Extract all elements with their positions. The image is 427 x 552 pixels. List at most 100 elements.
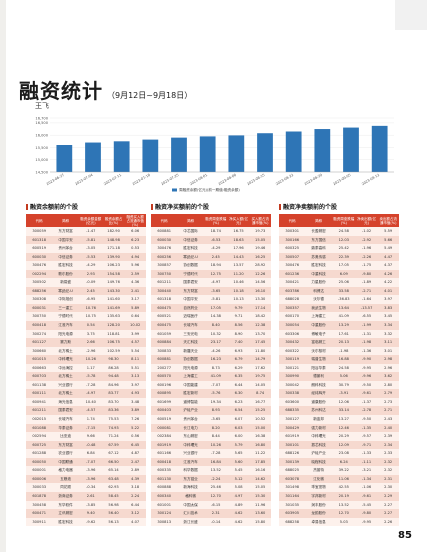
table-cell: 18.74 <box>210 229 221 233</box>
table-row: 600050 中国联通 -7.07 66.50 2.47 <box>26 457 146 467</box>
table-net-sell: 融资净卖额前的个股 代码 简称 融资周涨跌幅(%) 净卖出额(亿元) 卖出额占流… <box>279 204 399 527</box>
table-row: 300127 新宙邦 13.27 -9.50 2.43 <box>279 415 399 424</box>
table-cell: 胜宏新材 <box>183 391 198 396</box>
table-cell: 141.69 <box>107 305 120 310</box>
table-cell: -1.64 <box>361 297 372 302</box>
table-cell: 德景利 <box>313 374 324 379</box>
table-cell: 11.80 <box>255 348 266 353</box>
table-cell: 国泰君安 <box>183 280 198 285</box>
table-cell: 688335 <box>285 408 300 413</box>
table-row: 600030 中信证券 -5.53 139.90 4.94 <box>26 252 146 262</box>
y-tick-label: 14,500 <box>35 170 48 174</box>
table-cell: 603306 <box>285 331 300 336</box>
table-cell: 5.66 <box>384 237 393 242</box>
table-cell: 601318 <box>157 297 172 302</box>
table-cell: 2.31 <box>384 476 393 481</box>
table-row: 300166 东方国信 12.03 -2.92 5.66 <box>279 235 399 245</box>
table-cell: 300054 <box>285 323 300 328</box>
table-cell: 600006 <box>32 476 47 481</box>
table-row: 601236 中重科技 6.09 -9.80 4.26 <box>279 269 399 279</box>
table-cell: 56.40 <box>108 511 119 516</box>
table-cell: 301035 <box>285 502 300 507</box>
x-tick-label: 2023-08-01 <box>189 173 208 186</box>
table-cell: 171.18 <box>107 246 120 251</box>
table-cell: 84.96 <box>108 382 119 387</box>
table-cell: 154.58 <box>107 271 120 276</box>
table-cell: 12.06 <box>338 399 349 404</box>
table-cell: 3.89 <box>131 408 140 413</box>
table-cell: 600941 <box>32 399 47 404</box>
table-cell: 龙韵股份 <box>311 511 326 516</box>
table-cell: -1.96 <box>361 246 372 251</box>
table-cell: 天汇科技 <box>183 340 198 345</box>
table-cell: -13.57 <box>360 305 373 310</box>
table-row: 600475 自然药业 17.05 9.79 17.14 <box>151 303 271 313</box>
table-cell: -1.98 <box>361 340 372 345</box>
table-cell: 润丰股份 <box>311 502 326 507</box>
table-cell: 赛力斯 <box>60 340 71 345</box>
table-cell: -9.61 <box>361 391 372 396</box>
y-tick-label: 16,000 <box>35 133 48 137</box>
table-cell: 16.84 <box>210 459 221 464</box>
table-cell: 新疆天业 <box>183 348 198 353</box>
table-cell: 中国太保 <box>183 502 198 507</box>
table-row: 688126 沪硅产业 23.08 -1.33 2.33 <box>279 449 399 458</box>
table-row: 600111 北方稀土 -4.97 83.77 4.93 <box>26 389 146 398</box>
table-cell: 601919 <box>157 442 172 447</box>
table-cell: 协创数据 <box>183 263 198 268</box>
table-cell: 新易盛 <box>60 280 71 285</box>
table-row: 002594 比亚迪 9.66 71.24 0.56 <box>26 432 146 441</box>
table-row: 300421 力星股份 25.06 -1.89 4.22 <box>279 278 399 287</box>
table-cell: 16.80 <box>255 442 266 447</box>
table-row: 600256 寒武纪-U 2.45 14.43 16.25 <box>151 252 271 262</box>
table-cell: -6.15 <box>211 502 221 507</box>
bar <box>199 136 216 172</box>
table-cell: 182.90 <box>107 229 120 233</box>
table-cell: 0.56 <box>131 434 140 439</box>
table-cell: 17.96 <box>233 246 244 251</box>
table-cell: -3.65 <box>211 288 221 293</box>
table-cell: 17.45 <box>255 340 266 345</box>
table-cell: 迈瑞医疗 <box>183 314 198 319</box>
table-cell: 16.75 <box>233 229 244 233</box>
table-row: 600335 科华数据 13.52 5.45 16.16 <box>151 466 271 475</box>
table-row: 601127 赛力斯 2.66 106.75 4.57 <box>26 338 146 347</box>
table-cell: -1.37 <box>361 399 372 404</box>
table-cell: 300507 <box>285 254 300 259</box>
table-cell: 3.32 <box>384 331 393 336</box>
table-cell: 6.29 <box>234 365 243 370</box>
table-cell: 11.20 <box>233 271 244 276</box>
table-cell: 300476 <box>32 263 47 268</box>
table-cell: 道博智能 <box>183 399 198 404</box>
table-cell: 17.61 <box>338 331 349 336</box>
table-cell: 002594 <box>32 434 47 439</box>
table-cell: 601211 <box>32 408 47 413</box>
table-cell: 20.29 <box>338 434 349 439</box>
x-tick-label: 2023-08-29 <box>304 173 323 186</box>
table-cell: 科华数据 <box>183 468 198 473</box>
table-cell: 兴业银行 <box>58 382 73 387</box>
table-cell: -5.78 <box>86 374 96 379</box>
table-row: 601288 农业银行 6.84 67.12 4.87 <box>26 449 146 458</box>
table-cell: 30.79 <box>338 382 349 387</box>
table-row: 301164 宇邦新材 20.19 -9.61 2.29 <box>279 491 399 501</box>
table-cell: -1.11 <box>361 459 372 464</box>
table-row: 688335 苏州科达 33.14 -2.78 2.71 <box>279 406 399 416</box>
table-row: 688025 杰普特 39.22 -3.21 2.32 <box>279 466 399 475</box>
table-cell: -5.81 <box>86 237 96 242</box>
table-row: 601088 华泰证券 -7.15 74.93 5.22 <box>26 423 146 433</box>
table-cell: 300750 <box>157 271 172 276</box>
table-cell: 19.75 <box>255 374 266 379</box>
table-cell: 2.24 <box>131 493 140 498</box>
table-cell: 17.05 <box>210 305 221 310</box>
table-cell: 0.53 <box>131 246 140 251</box>
table-cell: 12.38 <box>255 323 266 328</box>
table-row: 002384 东山精密 8.44 6.00 16.38 <box>151 432 271 441</box>
table-cell: 67.12 <box>108 451 119 456</box>
table-cell: 83.77 <box>108 391 119 396</box>
table-cell: 15.00 <box>255 425 266 430</box>
table-cell: 4.22 <box>384 280 393 285</box>
table-cell: 603786 <box>285 288 300 293</box>
table-cell: -4.97 <box>211 280 221 285</box>
table-cell: 25.46 <box>210 485 221 490</box>
